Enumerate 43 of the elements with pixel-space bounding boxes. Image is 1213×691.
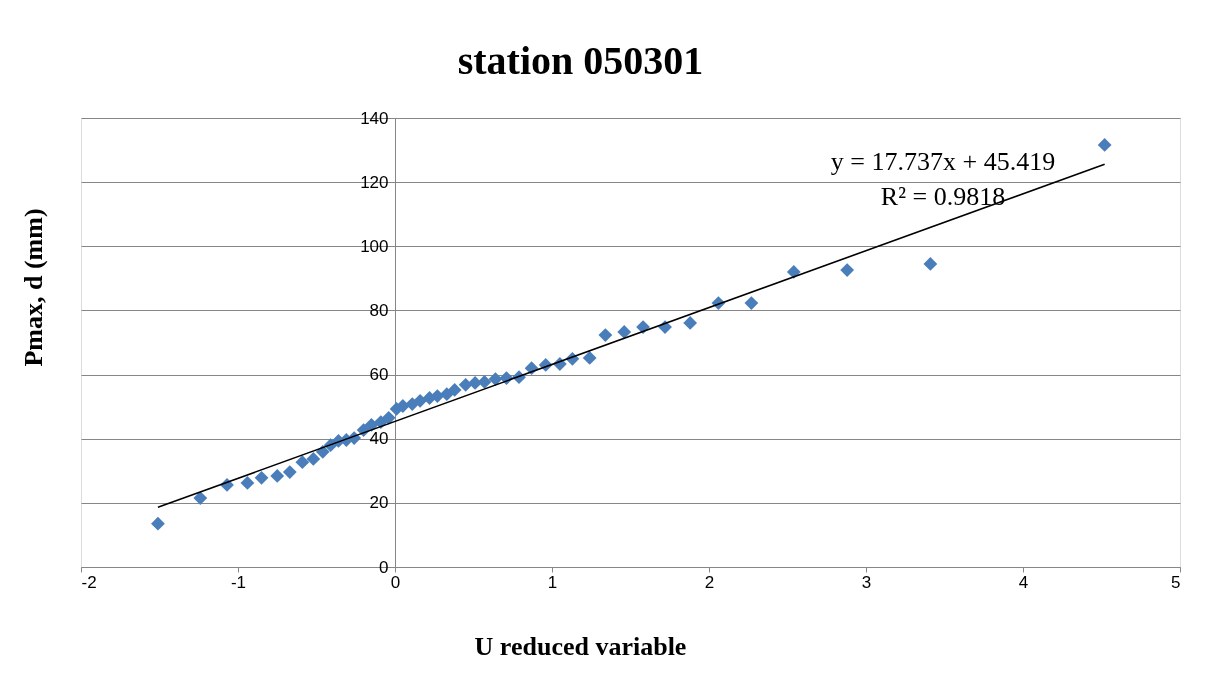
point bbox=[617, 325, 632, 339]
point bbox=[840, 263, 855, 277]
y-axis-title: Pmax, d (mm) bbox=[19, 208, 48, 367]
annotation: R² = 0.9818 bbox=[880, 182, 1006, 211]
x-tick-label: 2 bbox=[704, 572, 715, 592]
point bbox=[447, 383, 462, 397]
annotation: y = 17.737x + 45.419 bbox=[830, 147, 1056, 176]
y-tick-label: 0 bbox=[379, 557, 389, 577]
y-tick-label: 20 bbox=[369, 493, 389, 513]
point bbox=[282, 465, 297, 479]
x-tick-label: 5 bbox=[1171, 572, 1181, 592]
y-tick-label: 140 bbox=[360, 108, 389, 128]
point bbox=[381, 410, 396, 425]
point bbox=[488, 372, 503, 386]
point bbox=[598, 328, 613, 343]
point bbox=[295, 455, 310, 470]
y-tick-label: 60 bbox=[369, 365, 389, 385]
point bbox=[786, 265, 801, 279]
point bbox=[744, 296, 759, 310]
chart-title: station 050301 bbox=[457, 38, 704, 83]
x-axis-title: U reduced variable bbox=[474, 632, 687, 661]
point bbox=[151, 516, 165, 531]
point bbox=[458, 377, 473, 392]
x-tick-label: -1 bbox=[230, 572, 247, 592]
y-tick-label: 40 bbox=[369, 429, 389, 449]
point bbox=[923, 257, 938, 271]
y-tick-label: 120 bbox=[360, 172, 389, 192]
point bbox=[1097, 138, 1112, 152]
point bbox=[306, 452, 321, 466]
x-tick-label: 4 bbox=[1018, 572, 1029, 592]
point bbox=[477, 375, 492, 389]
y-tick-label: 100 bbox=[360, 236, 389, 256]
point bbox=[582, 351, 597, 365]
point bbox=[430, 389, 445, 403]
x-tick-label: 1 bbox=[547, 572, 558, 592]
point bbox=[254, 470, 269, 485]
point bbox=[683, 316, 698, 330]
x-tick-label: -2 bbox=[81, 572, 97, 592]
x-tick-label: 3 bbox=[861, 572, 872, 592]
point bbox=[270, 469, 285, 483]
point bbox=[240, 476, 255, 490]
y-tick-label: 80 bbox=[369, 300, 389, 320]
point bbox=[193, 491, 208, 505]
